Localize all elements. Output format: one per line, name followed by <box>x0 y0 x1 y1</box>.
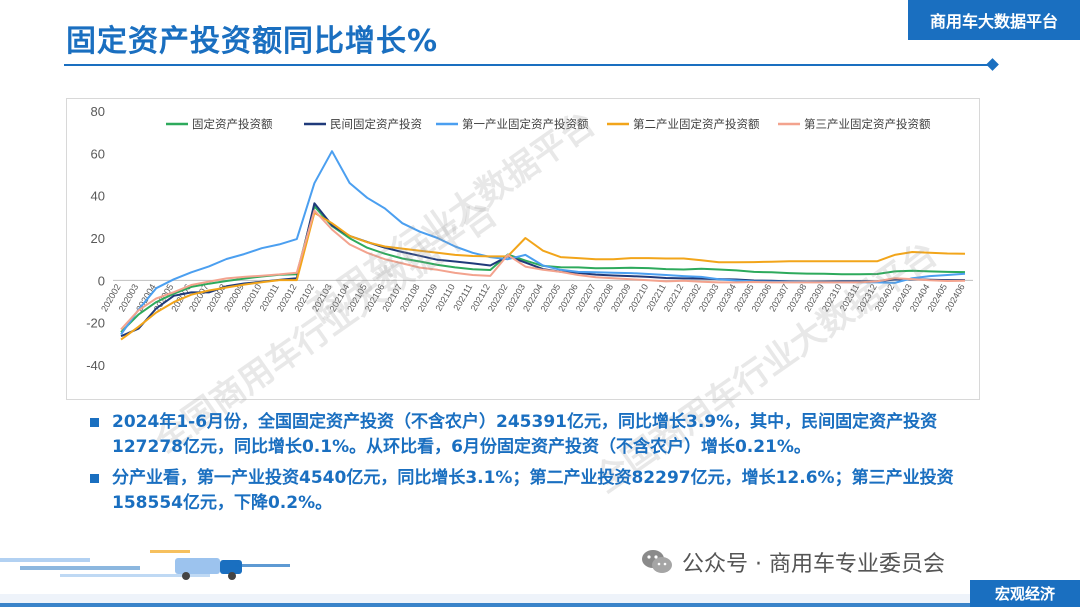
divider-diamond-icon <box>986 58 999 71</box>
bullet-overall: 2024年1-6月份，全国固定资产投资（不含农户）245391亿元，同比增长3.… <box>88 410 998 460</box>
y-tick-label: 80 <box>91 104 105 119</box>
legend-label-5: 第三产业固定资产投资额 <box>804 117 931 131</box>
y-tick-label: 20 <box>91 231 105 246</box>
legend-label-3: 第一产业固定资产投资额 <box>462 117 589 131</box>
y-tick-label: 0 <box>98 273 105 288</box>
legend-label-2: 民间固定资产投资 <box>330 117 422 131</box>
series-line-4 <box>120 211 966 341</box>
y-tick-label: -40 <box>86 358 105 373</box>
y-tick-label: 40 <box>91 189 105 204</box>
summary-bullets: 2024年1-6月份，全国固定资产投资（不含农户）245391亿元，同比增长3.… <box>88 410 998 522</box>
platform-badge: 商用车大数据平台 <box>908 0 1080 40</box>
series-line-5 <box>120 209 966 331</box>
truck-illustration <box>0 550 290 580</box>
investment-growth-chart: -40-200204060802020022020032020042020052… <box>86 104 973 373</box>
wechat-account-label: 公众号 · 商用车专业委员会 <box>682 552 945 577</box>
bullet-by-sector: 分产业看，第一产业投资4540亿元，同比增长3.1%；第二产业投资82297亿元… <box>88 466 998 516</box>
bottom-bar <box>0 594 1080 607</box>
page-title: 固定资产投资额同比增长% <box>66 24 439 59</box>
title-divider <box>64 64 994 66</box>
legend-label-1: 固定资产投资额 <box>192 117 273 131</box>
section-label: 宏观经济 <box>970 580 1080 607</box>
y-tick-label: -20 <box>86 316 105 331</box>
chart-frame <box>66 98 980 400</box>
wechat-icon <box>642 550 672 573</box>
y-tick-label: 60 <box>91 146 105 161</box>
legend-label-4: 第二产业固定资产投资额 <box>633 117 760 131</box>
wechat-account: 公众号 · 商用车专业委员会 <box>640 546 945 578</box>
